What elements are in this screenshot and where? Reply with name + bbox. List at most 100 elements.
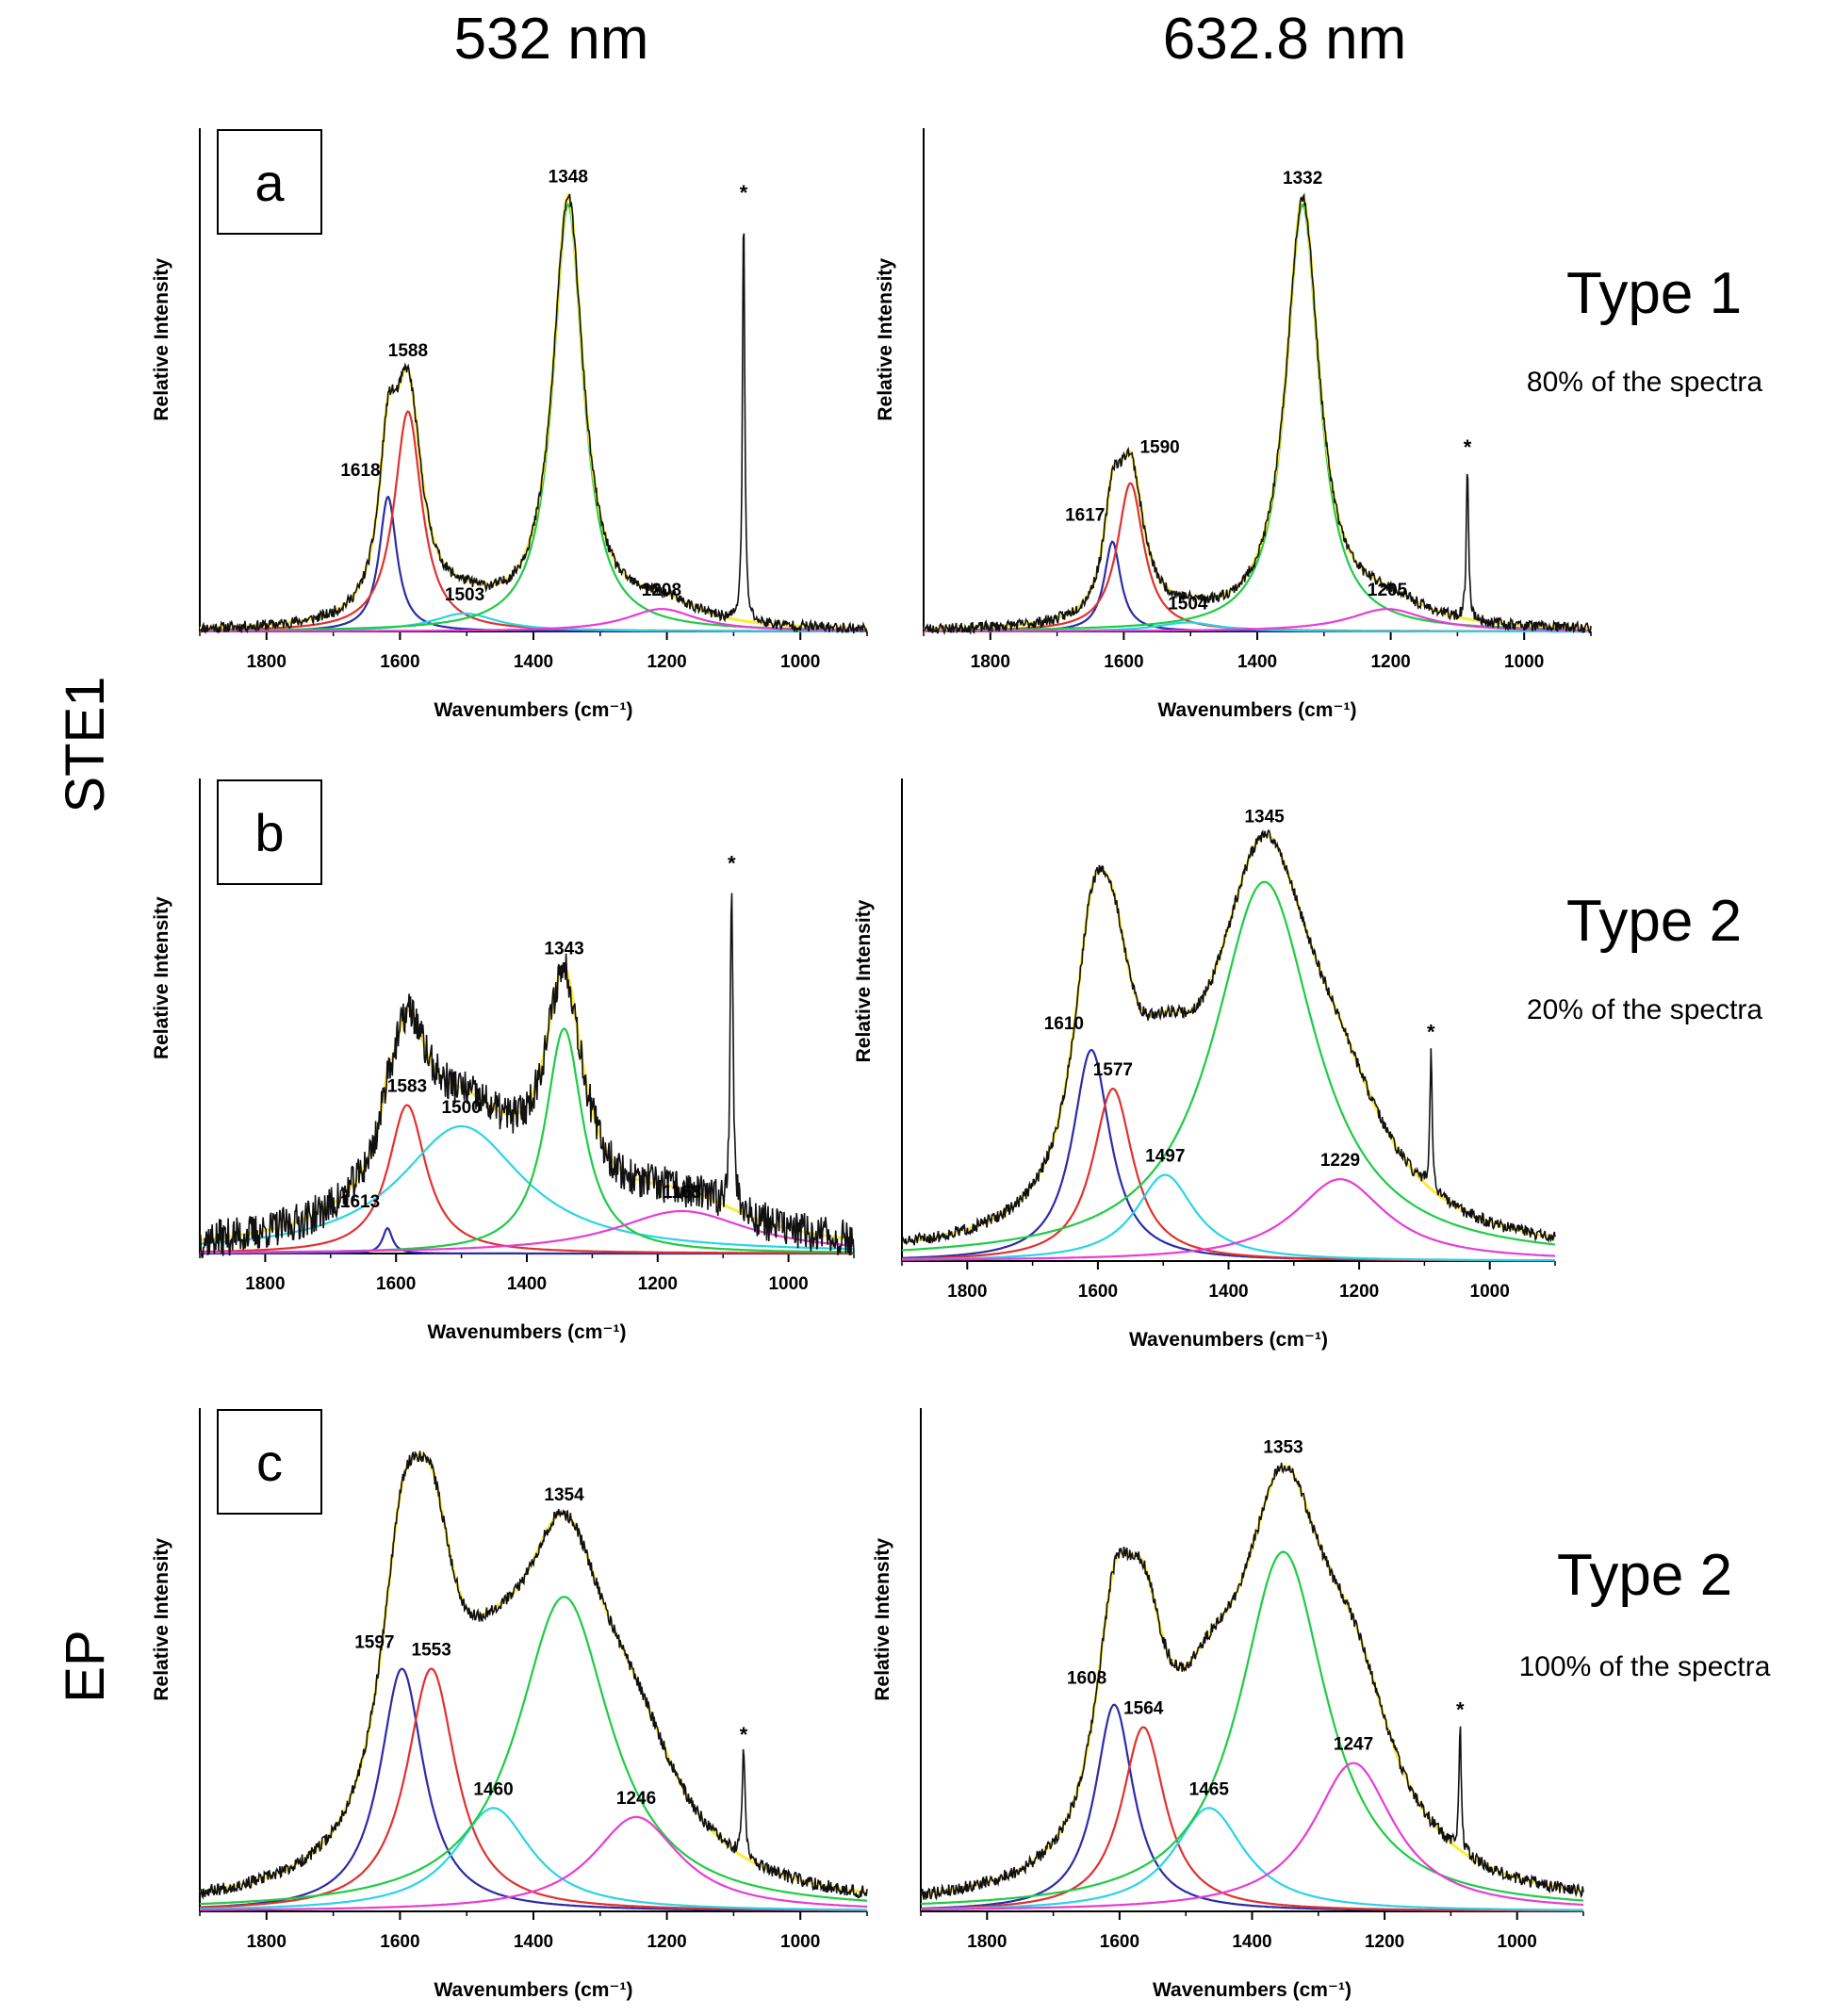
peak-label-1613: 1613 (340, 1192, 380, 1212)
x-axis-label-c-532: Wavenumbers (cm⁻¹) (434, 1979, 632, 2001)
x-tick-label-1400: 1400 (1237, 652, 1277, 672)
x-tick-label-1000: 1000 (780, 1932, 820, 1952)
x-axis-label-b-633: Wavenumbers (cm⁻¹) (1129, 1329, 1328, 1351)
x-tick-label-1600: 1600 (376, 1274, 416, 1294)
y-axis-label-c-532: Relative Intensity (151, 1538, 172, 1701)
measured-spectrum-b-633 (901, 829, 1556, 1246)
peak-label-1465: 1465 (1189, 1779, 1230, 1799)
x-axis-label-a-532: Wavenumbers (cm⁻¹) (434, 699, 632, 721)
x-tick-label-1200: 1200 (1365, 1932, 1404, 1952)
panel-label-box-a (217, 129, 322, 235)
peak-label-1608: 1608 (1067, 1669, 1106, 1689)
x-tick-label-1200: 1200 (647, 652, 686, 672)
fit-component-1163 (200, 1209, 855, 1254)
x-tick-label-1200: 1200 (1370, 652, 1410, 672)
fit-envelope-c-532 (199, 1453, 868, 1894)
peak-label-1345: 1345 (1244, 807, 1285, 827)
fit-component-1465 (921, 1807, 1583, 1911)
peak-label-1590: 1590 (1139, 438, 1179, 458)
fit-component-1497 (902, 1173, 1555, 1262)
x-tick-label-1600: 1600 (1104, 652, 1143, 672)
measured-spectrum-b-532 (199, 893, 855, 1259)
fit-component-1597 (199, 1667, 867, 1912)
x-tick-label-1600: 1600 (1078, 1282, 1118, 1302)
x-tick-label-1600: 1600 (380, 652, 419, 672)
measured-spectrum-c-532 (199, 1451, 868, 1900)
x-tick-label-1000: 1000 (1498, 1932, 1537, 1952)
fit-component-1229 (902, 1177, 1556, 1261)
peak-label-1504: 1504 (1168, 594, 1208, 614)
peak-label-1348: 1348 (549, 167, 588, 187)
x-tick-label-1000: 1000 (1470, 1282, 1510, 1302)
peak-label-1246: 1246 (616, 1789, 656, 1809)
peak-label-1208: 1208 (642, 581, 681, 600)
x-tick-label-1200: 1200 (638, 1274, 678, 1294)
chart-panel-a-532nm: 1800 1600 1400 1200 1000 Wavenumbers (cm⁻¹) Re… (151, 128, 868, 721)
x-tick-label-1600: 1600 (380, 1932, 419, 1952)
fit-component-1460 (200, 1807, 867, 1911)
peak-label-1618: 1618 (340, 461, 380, 481)
x-tick-label-1400: 1400 (1208, 1282, 1248, 1302)
peak-label-1247: 1247 (1334, 1735, 1373, 1755)
fit-component-1610 (901, 1048, 1555, 1262)
peak-label-1500: 1500 (441, 1098, 481, 1118)
peak-label-1163: 1163 (663, 1183, 701, 1203)
chart-panel-c-633nm: 1800 1600 1400 1200 1000 Wavenumbers (cm⁻¹) Re… (872, 1408, 1584, 2001)
x-tick-label-1600: 1600 (1100, 1932, 1139, 1952)
x-tick-label-1800: 1800 (967, 1932, 1007, 1952)
fit-component-1564 (920, 1726, 1583, 1912)
peak-label-1229: 1229 (1320, 1151, 1360, 1171)
measured-spectrum-c-633 (920, 1462, 1584, 1901)
x-tick-label-1800: 1800 (245, 1274, 285, 1294)
column-header-633: 632.8 nm (1163, 7, 1407, 72)
chart-panel-b-633nm: 1800 1600 1400 1200 1000 Wavenumbers (cm⁻¹) Re… (853, 779, 1556, 1351)
x-tick-label-1400: 1400 (514, 652, 553, 672)
fit-component-1348 (200, 203, 867, 631)
fit-envelope-c-633 (920, 1465, 1584, 1896)
x-axis-label-a-633: Wavenumbers (cm⁻¹) (1157, 699, 1356, 721)
fit-envelope-b-633 (901, 833, 1556, 1244)
fit-component-1583 (200, 1104, 854, 1254)
chart-panel-a-633nm: 1800 1600 1400 1200 1000 Wavenumbers (cm⁻¹) Re… (875, 128, 1592, 721)
chart-panel-b-532nm: 1800 1600 1400 1200 1000 Wavenumbers (cm⁻¹) Re… (151, 779, 855, 1343)
x-tick-label-1800: 1800 (971, 652, 1010, 672)
x-tick-label-1800: 1800 (247, 1932, 287, 1952)
type-label-row1: Type 1 (1566, 261, 1742, 326)
x-tick-label-1800: 1800 (947, 1282, 987, 1302)
chart-panel-c-532nm: 1800 1600 1400 1200 1000 Wavenumbers (cm⁻¹) Re… (151, 1408, 868, 2001)
peak-label-1610: 1610 (1044, 1014, 1084, 1034)
peak-label-1354: 1354 (544, 1485, 584, 1505)
y-axis-label-c-633: Relative Intensity (872, 1538, 893, 1701)
fraction-label-row1: 80% of the spectra (1527, 367, 1762, 398)
fit-component-1353 (921, 1550, 1584, 1906)
y-axis-label-a-633: Relative Intensity (875, 258, 896, 421)
fit-component-1608 (921, 1703, 1583, 1912)
fit-component-1553 (200, 1667, 867, 1911)
measured-spectrum-a-633 (923, 192, 1592, 635)
fraction-label-row3: 100% of the spectra (1519, 1651, 1771, 1682)
x-tick-label-1200: 1200 (1339, 1282, 1379, 1302)
y-axis-label-a-532: Relative Intensity (151, 258, 172, 421)
x-tick-label-1400: 1400 (1232, 1932, 1271, 1952)
fit-component-1246 (200, 1815, 867, 1911)
peak-label-1353: 1353 (1263, 1438, 1303, 1458)
fit-component-1577 (901, 1087, 1555, 1262)
spike-marker: * (1464, 435, 1472, 459)
x-tick-label-1400: 1400 (514, 1932, 553, 1952)
spike-marker: * (740, 1723, 748, 1746)
peak-label-1564: 1564 (1123, 1699, 1164, 1719)
peak-label-1553: 1553 (412, 1641, 451, 1661)
panel-label-box-b (217, 779, 322, 885)
x-tick-label-1800: 1800 (247, 652, 287, 672)
column-header-532: 532 nm (454, 7, 649, 72)
spike-marker: * (740, 181, 748, 205)
fit-component-1332 (924, 203, 1591, 631)
fit-component-1345 (902, 880, 1556, 1252)
x-axis-label-c-633: Wavenumbers (cm⁻¹) (1153, 1979, 1352, 2001)
y-axis-label-b-532: Relative Intensity (151, 896, 172, 1059)
x-tick-label-1000: 1000 (780, 652, 820, 672)
peak-label-1577: 1577 (1093, 1060, 1133, 1080)
fit-envelope-a-532 (200, 192, 867, 631)
panel-label-c: c (256, 1433, 283, 1492)
